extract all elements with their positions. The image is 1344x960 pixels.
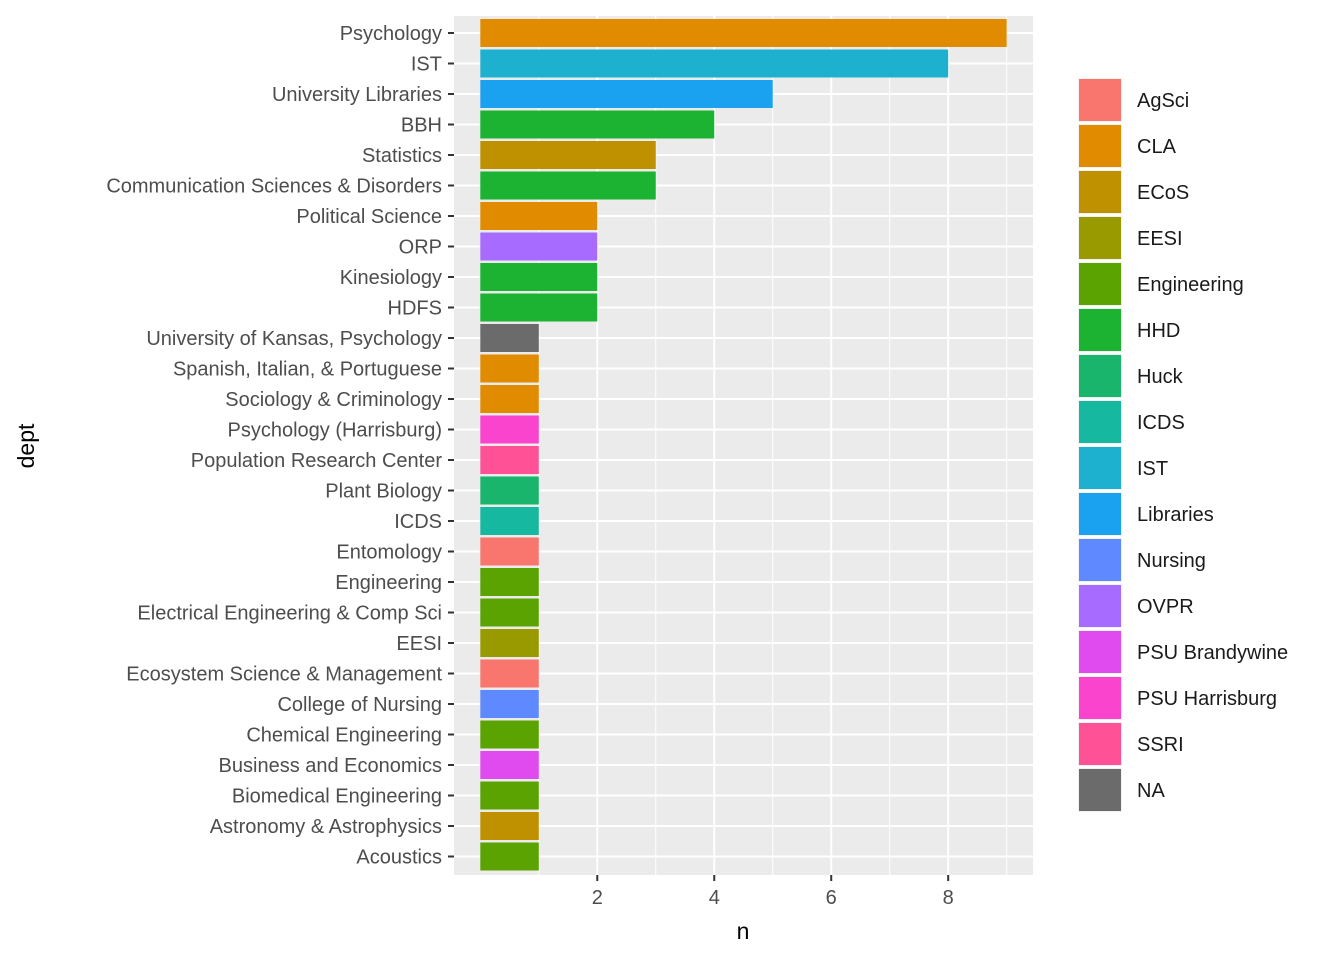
bar bbox=[480, 293, 598, 322]
y-tick-label: Engineering bbox=[335, 572, 442, 594]
y-tick-label: Chemical Engineering bbox=[246, 725, 442, 747]
x-tick-label: 2 bbox=[592, 887, 603, 909]
legend-label: IST bbox=[1137, 458, 1168, 480]
y-tick-label: Psychology bbox=[340, 23, 442, 45]
bar bbox=[480, 507, 539, 535]
legend-label: PSU Harrisburg bbox=[1137, 688, 1277, 710]
legend-swatch bbox=[1079, 631, 1121, 673]
legend-label: Nursing bbox=[1137, 550, 1206, 572]
y-tick-label: EESI bbox=[396, 633, 442, 655]
bars bbox=[480, 19, 1007, 871]
x-axis: 2 4 6 8 bbox=[592, 875, 954, 909]
legend-swatch bbox=[1079, 723, 1121, 765]
bar bbox=[480, 80, 773, 108]
legend-swatch bbox=[1079, 263, 1121, 305]
legend-label: Huck bbox=[1137, 366, 1184, 388]
x-tick-label: 8 bbox=[943, 887, 954, 909]
legend-label: CLA bbox=[1137, 136, 1177, 158]
legend-label: ECoS bbox=[1137, 182, 1189, 204]
legend-swatch bbox=[1079, 217, 1121, 259]
bar bbox=[480, 171, 656, 200]
legend-label: PSU Brandywine bbox=[1137, 642, 1288, 664]
y-tick-label: Population Research Center bbox=[191, 450, 443, 472]
legend-label: AgSci bbox=[1137, 90, 1189, 112]
bar bbox=[480, 202, 598, 230]
x-axis-title: n bbox=[737, 918, 750, 944]
legend-label: NA bbox=[1137, 780, 1165, 802]
bar bbox=[480, 659, 539, 688]
legend-swatch bbox=[1079, 355, 1121, 397]
legend-label: ICDS bbox=[1137, 412, 1185, 434]
y-tick-label: ICDS bbox=[394, 511, 442, 533]
legend-swatch bbox=[1079, 539, 1121, 581]
bar bbox=[480, 49, 949, 78]
bar bbox=[480, 476, 539, 505]
bar bbox=[480, 812, 539, 840]
y-tick-label: Political Science bbox=[296, 206, 442, 228]
legend-swatch bbox=[1079, 769, 1121, 811]
y-tick-label: Kinesiology bbox=[340, 267, 442, 289]
y-tick-label: University of Kansas, Psychology bbox=[146, 328, 442, 350]
legend-swatch bbox=[1079, 125, 1121, 167]
y-tick-label: Psychology (Harrisburg) bbox=[227, 420, 442, 442]
bar bbox=[480, 385, 539, 413]
legend-label: SSRI bbox=[1137, 734, 1184, 756]
y-tick-label: College of Nursing bbox=[277, 694, 442, 716]
bar bbox=[480, 324, 539, 352]
bar bbox=[480, 720, 539, 749]
y-tick-label: Astronomy & Astrophysics bbox=[210, 816, 442, 838]
legend-swatch bbox=[1079, 585, 1121, 627]
legend-swatch bbox=[1079, 79, 1121, 121]
legend: AgSci CLA ECoS EESI Engineering HHD Huck ICDS IS… bbox=[1078, 78, 1288, 812]
legend-swatch bbox=[1079, 171, 1121, 213]
legend-label: Libraries bbox=[1137, 504, 1214, 526]
legend-label: EESI bbox=[1137, 228, 1183, 250]
y-tick-label: Spanish, Italian, & Portuguese bbox=[173, 359, 442, 381]
legend-swatch bbox=[1079, 309, 1121, 351]
legend-swatch bbox=[1079, 401, 1121, 443]
legend-swatch bbox=[1079, 677, 1121, 719]
y-tick-label: Biomedical Engineering bbox=[232, 786, 442, 808]
y-tick-label: BBH bbox=[401, 115, 442, 137]
legend-label: OVPR bbox=[1137, 596, 1194, 618]
bar bbox=[480, 354, 539, 383]
bar bbox=[480, 690, 539, 718]
y-tick-label: Ecosystem Science & Management bbox=[126, 664, 442, 686]
y-axis-title: dept bbox=[13, 423, 39, 468]
y-tick-label: ORP bbox=[399, 237, 442, 259]
bar bbox=[480, 842, 539, 871]
y-tick-label: Plant Biology bbox=[325, 481, 442, 503]
bar bbox=[480, 263, 598, 291]
bar bbox=[480, 110, 715, 139]
y-tick-label: Acoustics bbox=[356, 847, 442, 869]
y-tick-label: HDFS bbox=[388, 298, 442, 320]
y-tick-label: IST bbox=[411, 54, 442, 76]
bar bbox=[480, 781, 539, 810]
bar bbox=[480, 141, 656, 169]
y-tick-label: Electrical Engineering & Comp Sci bbox=[137, 603, 442, 625]
y-tick-label: Sociology & Criminology bbox=[225, 389, 442, 411]
y-tick-label: Business and Economics bbox=[219, 755, 442, 777]
legend-label: HHD bbox=[1137, 320, 1180, 342]
bar bbox=[480, 19, 1007, 47]
y-axis: Psychology IST University Libraries BBH Stat… bbox=[106, 23, 454, 869]
bar bbox=[480, 232, 598, 261]
y-tick-label: Communication Sciences & Disorders bbox=[106, 176, 442, 198]
bar bbox=[480, 446, 539, 474]
x-tick-label: 4 bbox=[709, 887, 720, 909]
bar bbox=[480, 751, 539, 779]
bar bbox=[480, 415, 539, 444]
bar bbox=[480, 568, 539, 596]
x-tick-label: 6 bbox=[826, 887, 837, 909]
bar bbox=[480, 629, 539, 657]
bar bbox=[480, 537, 539, 566]
y-tick-label: Statistics bbox=[362, 145, 442, 167]
bar bbox=[480, 598, 539, 627]
legend-swatch bbox=[1079, 493, 1121, 535]
legend-label: Engineering bbox=[1137, 274, 1244, 296]
y-tick-label: Entomology bbox=[336, 542, 442, 564]
y-tick-label: University Libraries bbox=[272, 84, 442, 106]
legend-swatch bbox=[1079, 447, 1121, 489]
